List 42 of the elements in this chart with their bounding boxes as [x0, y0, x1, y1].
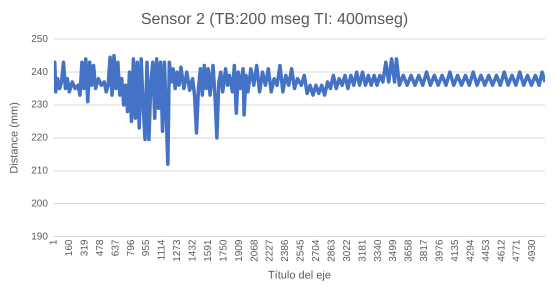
x-tick-label: 3976 — [434, 239, 446, 262]
x-tick-label: 3340 — [372, 239, 384, 262]
y-tick-label: 210 — [31, 166, 48, 177]
x-tick-label: 4930 — [527, 239, 538, 262]
x-tick-label: 4294 — [465, 239, 476, 262]
x-tick-label: 3022 — [342, 239, 353, 262]
x-tick-label: 2545 — [296, 239, 307, 262]
x-tick-label: 2863 — [326, 239, 338, 262]
x-axis-title: Título del eje — [268, 269, 331, 282]
x-tick-label: 1432 — [188, 239, 199, 262]
x-tick-label: 3658 — [404, 239, 415, 262]
x-tick-label: 2227 — [264, 239, 276, 262]
y-tick-label: 200 — [31, 198, 48, 210]
x-tick-label: 1 — [48, 239, 60, 246]
x-tick-label: 4771 — [512, 239, 523, 262]
x-tick-label: 955 — [141, 239, 152, 256]
x-tick-label: 1114 — [156, 239, 168, 260]
x-tick-label: 1909 — [234, 239, 245, 262]
y-tick-label: 240 — [31, 66, 48, 78]
y-axis-title: Distance (mm) — [8, 102, 21, 174]
y-tick-label: 230 — [31, 100, 48, 111]
x-tick-label: 3181 — [357, 239, 368, 262]
x-tick-label: 160 — [64, 239, 76, 256]
x-tick-label: 1750 — [218, 239, 230, 262]
x-tick-label: 2068 — [249, 239, 260, 262]
x-tick-label: 4453 — [480, 239, 492, 262]
y-tick-label: 220 — [31, 132, 48, 144]
chart-title: Sensor 2 (TB:200 mseg TI: 400mseg) — [140, 11, 408, 28]
x-tick-label: 3817 — [419, 239, 430, 262]
x-tick-label: 1591 — [202, 239, 214, 262]
x-tick-label: 3499 — [388, 239, 400, 262]
x-tick-label: 478 — [94, 239, 106, 256]
x-tick-label: 4135 — [450, 239, 461, 262]
x-tick-label: 796 — [126, 239, 137, 256]
x-tick-label: 319 — [80, 239, 91, 256]
y-tick-label: 190 — [31, 231, 48, 242]
x-tick-label: 4612 — [496, 239, 508, 262]
y-tick-label: 250 — [31, 34, 48, 45]
x-tick-label: 1273 — [172, 239, 184, 262]
x-tick-label: 637 — [110, 239, 122, 256]
x-tick-label: 2386 — [280, 239, 292, 262]
x-tick-label: 2704 — [311, 239, 322, 262]
